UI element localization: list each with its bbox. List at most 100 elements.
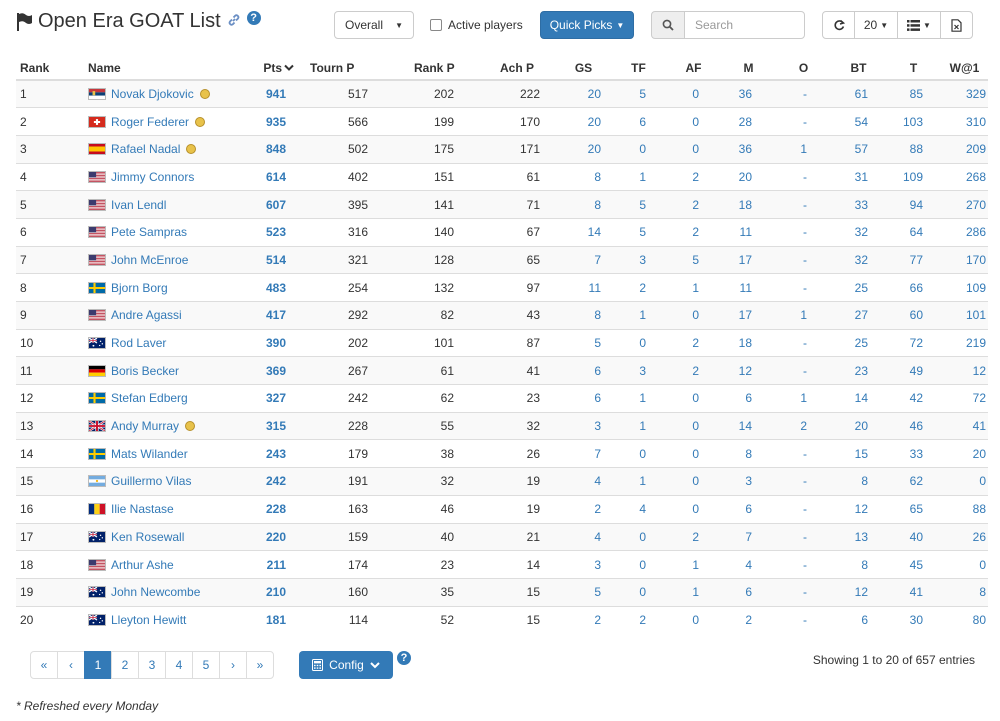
player-link[interactable]: Pete Sampras <box>111 225 188 240</box>
pts-cell[interactable]: 220 <box>234 522 298 551</box>
w1-cell[interactable]: 0 <box>941 467 988 496</box>
bt-cell[interactable]: 12 <box>831 494 886 523</box>
t-cell[interactable]: 109 <box>886 162 941 191</box>
o-cell[interactable]: - <box>776 162 831 191</box>
tf-cell[interactable]: 1 <box>611 384 666 413</box>
af-cell[interactable]: 2 <box>666 356 721 385</box>
pts-cell[interactable]: 514 <box>234 245 298 274</box>
af-cell[interactable]: 5 <box>666 245 721 274</box>
af-cell[interactable]: 0 <box>666 439 721 468</box>
player-link[interactable]: Lleyton Hewitt <box>111 613 187 628</box>
pts-cell[interactable]: 369 <box>234 356 298 385</box>
af-cell[interactable]: 2 <box>666 328 721 357</box>
tf-cell[interactable]: 0 <box>611 328 666 357</box>
export-button[interactable] <box>940 11 973 39</box>
gs-cell[interactable]: 6 <box>556 384 611 413</box>
tf-cell[interactable]: 4 <box>611 494 666 523</box>
search-input[interactable] <box>684 11 805 39</box>
t-cell[interactable]: 41 <box>886 577 941 607</box>
o-cell[interactable]: - <box>776 550 831 579</box>
pts-cell[interactable]: 228 <box>234 494 298 523</box>
bt-cell[interactable]: 25 <box>831 328 886 357</box>
o-cell[interactable]: - <box>776 245 831 274</box>
column-header-pts[interactable]: Pts <box>234 56 298 81</box>
gs-cell[interactable]: 2 <box>556 605 611 634</box>
last-page-button[interactable]: » <box>246 651 274 679</box>
w1-cell[interactable]: 72 <box>941 384 988 413</box>
pts-cell[interactable]: 483 <box>234 273 298 302</box>
m-cell[interactable]: 11 <box>721 217 776 247</box>
pts-cell[interactable]: 211 <box>234 550 298 579</box>
o-cell[interactable]: 1 <box>776 384 831 413</box>
pts-cell[interactable]: 523 <box>234 217 298 247</box>
af-cell[interactable]: 0 <box>666 301 721 330</box>
player-link[interactable]: John Newcombe <box>111 585 201 600</box>
af-cell[interactable]: 1 <box>666 273 721 302</box>
bt-cell[interactable]: 8 <box>831 467 886 496</box>
af-cell[interactable]: 0 <box>666 107 721 136</box>
w1-cell[interactable]: 270 <box>941 190 988 219</box>
w1-cell[interactable]: 310 <box>941 107 988 136</box>
gs-cell[interactable]: 8 <box>556 301 611 330</box>
af-cell[interactable]: 2 <box>666 217 721 247</box>
tf-cell[interactable]: 0 <box>611 550 666 579</box>
m-cell[interactable]: 6 <box>721 494 776 523</box>
bt-cell[interactable]: 14 <box>831 384 886 413</box>
m-cell[interactable]: 28 <box>721 107 776 136</box>
w1-cell[interactable]: 8 <box>941 577 988 607</box>
m-cell[interactable]: 2 <box>721 605 776 634</box>
page-4-button[interactable]: 4 <box>165 651 193 679</box>
o-cell[interactable]: 1 <box>776 301 831 330</box>
column-header-t[interactable]: T <box>886 56 941 81</box>
column-header-bt[interactable]: BT <box>831 56 886 81</box>
column-header-gs[interactable]: GS <box>556 56 611 81</box>
t-cell[interactable]: 72 <box>886 328 941 357</box>
next-page-button[interactable]: › <box>219 651 247 679</box>
gs-cell[interactable]: 8 <box>556 162 611 191</box>
bt-cell[interactable]: 57 <box>831 134 886 164</box>
af-cell[interactable]: 2 <box>666 522 721 551</box>
gs-cell[interactable]: 3 <box>556 550 611 579</box>
t-cell[interactable]: 88 <box>886 134 941 164</box>
o-cell[interactable]: - <box>776 439 831 468</box>
tf-cell[interactable]: 5 <box>611 190 666 219</box>
gs-cell[interactable]: 20 <box>556 134 611 164</box>
bt-cell[interactable]: 61 <box>831 79 886 108</box>
o-cell[interactable]: - <box>776 79 831 108</box>
o-cell[interactable]: - <box>776 107 831 136</box>
t-cell[interactable]: 62 <box>886 467 941 496</box>
gs-cell[interactable]: 14 <box>556 217 611 247</box>
bt-cell[interactable]: 27 <box>831 301 886 330</box>
m-cell[interactable]: 3 <box>721 467 776 496</box>
t-cell[interactable]: 94 <box>886 190 941 219</box>
link-icon[interactable] <box>227 13 241 31</box>
gs-cell[interactable]: 6 <box>556 356 611 385</box>
o-cell[interactable]: 2 <box>776 411 831 440</box>
refresh-button[interactable] <box>822 11 855 39</box>
w1-cell[interactable]: 219 <box>941 328 988 357</box>
af-cell[interactable]: 2 <box>666 162 721 191</box>
m-cell[interactable]: 4 <box>721 550 776 579</box>
bt-cell[interactable]: 6 <box>831 605 886 634</box>
t-cell[interactable]: 40 <box>886 522 941 551</box>
w1-cell[interactable]: 26 <box>941 522 988 551</box>
o-cell[interactable]: - <box>776 467 831 496</box>
player-link[interactable]: Rod Laver <box>111 336 167 351</box>
af-cell[interactable]: 0 <box>666 494 721 523</box>
o-cell[interactable]: - <box>776 577 831 607</box>
pts-cell[interactable]: 941 <box>234 79 298 108</box>
bt-cell[interactable]: 20 <box>831 411 886 440</box>
page-5-button[interactable]: 5 <box>192 651 220 679</box>
bt-cell[interactable]: 32 <box>831 245 886 274</box>
w1-cell[interactable]: 101 <box>941 301 988 330</box>
pts-cell[interactable]: 315 <box>234 411 298 440</box>
player-link[interactable]: Ken Rosewall <box>111 529 185 544</box>
player-link[interactable]: Mats Wilander <box>111 446 188 461</box>
gs-cell[interactable]: 5 <box>556 577 611 607</box>
player-link[interactable]: Arthur Ashe <box>111 557 174 572</box>
o-cell[interactable]: - <box>776 273 831 302</box>
o-cell[interactable]: - <box>776 190 831 219</box>
prev-page-button[interactable]: ‹ <box>57 651 85 679</box>
tf-cell[interactable]: 0 <box>611 577 666 607</box>
m-cell[interactable]: 18 <box>721 190 776 219</box>
